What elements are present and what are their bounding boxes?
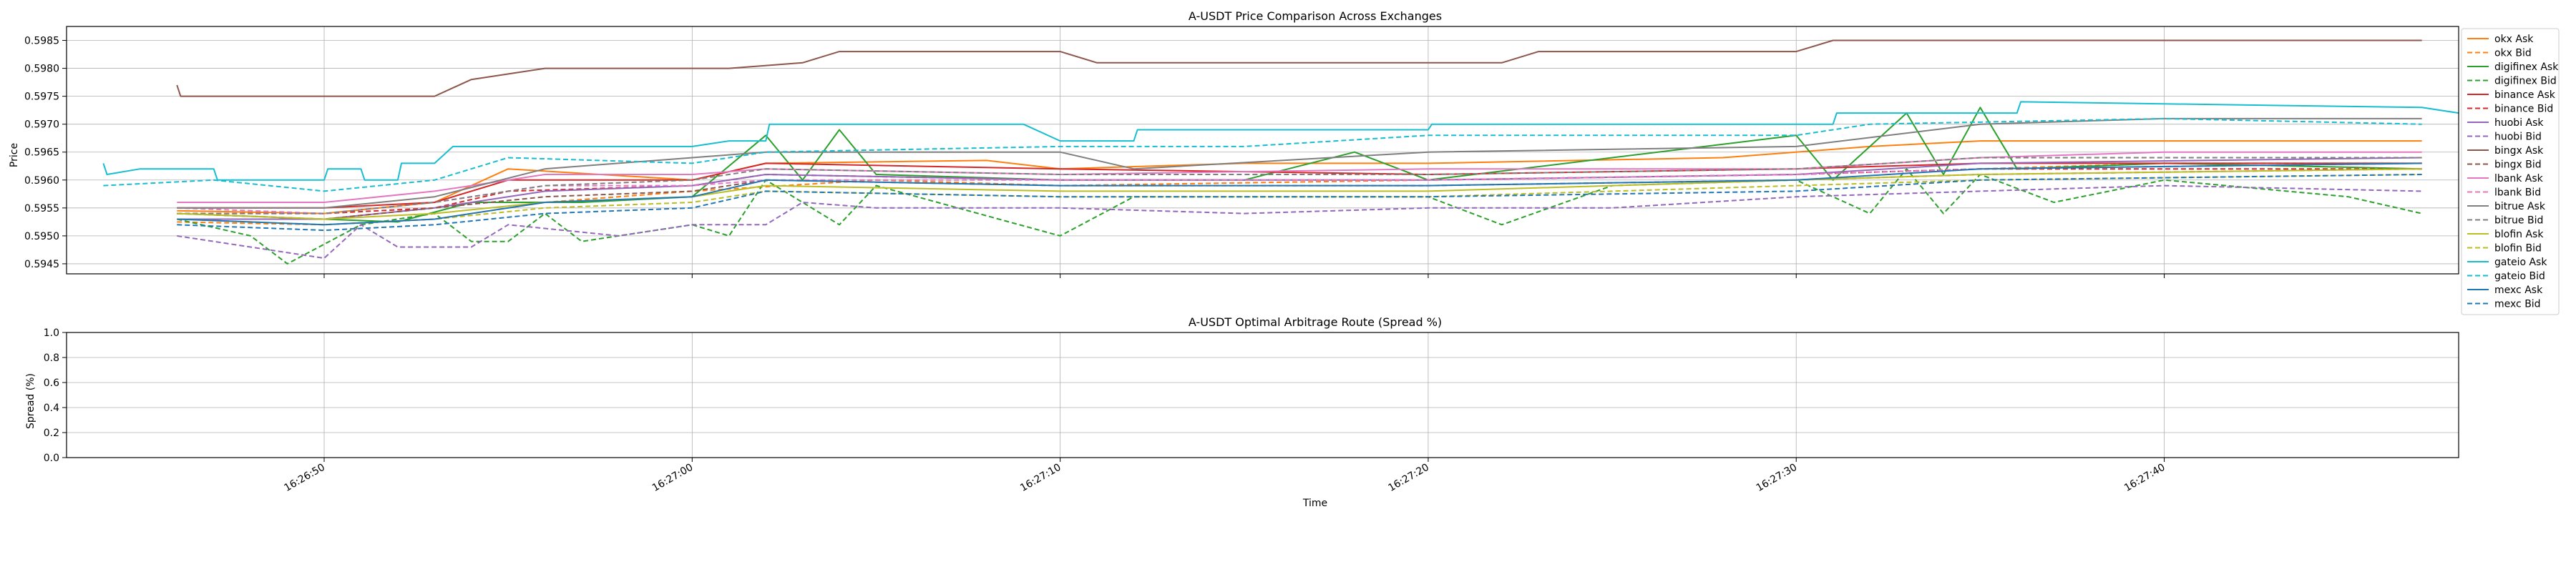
series-line-lbank-ask <box>177 151 2422 203</box>
legend-label-blofin-ask: blofin Ask <box>2494 229 2544 240</box>
price-chart-plot <box>102 39 2459 265</box>
price-y-tick-label: 0.5970 <box>24 119 59 131</box>
price-chart-ylabel: Price <box>9 143 20 167</box>
legend-label-gateio-ask: gateio Ask <box>2494 257 2547 268</box>
series-line-gateio-bid <box>103 117 2422 192</box>
series-line-blofin-ask <box>177 168 2422 220</box>
spread-y-tick-label: 0.6 <box>44 378 59 389</box>
legend-label-mexc-ask: mexc Ask <box>2494 285 2543 296</box>
legend-label-mexc-bid: mexc Bid <box>2494 299 2541 310</box>
series-line-mexc-bid <box>177 174 2422 232</box>
price-chart-title: A-USDT Price Comparison Across Exchanges <box>1189 9 1442 23</box>
legend-label-digifinex-bid: digifinex Bid <box>2494 76 2557 87</box>
spread-y-tick-label: 0.4 <box>44 403 59 414</box>
price-chart-y-ticks: 0.5945 0.5950 0.5955 0.5960 0.5965 0.5970 0.59… <box>24 36 67 270</box>
spread-y-tick-label: 1.0 <box>44 327 59 339</box>
legend-label-lbank-ask: lbank Ask <box>2494 173 2544 184</box>
spread-chart-xlabel: Time <box>1302 498 1327 509</box>
legend-box <box>2461 28 2560 315</box>
legend-label-okx-ask: okx Ask <box>2494 34 2534 45</box>
legend-label-binance-ask: binance Ask <box>2494 89 2556 101</box>
price-y-tick-label: 0.5975 <box>24 92 59 103</box>
legend-label-binance-bid: binance Bid <box>2494 104 2553 115</box>
price-y-tick-label: 0.5945 <box>24 259 59 270</box>
spread-y-tick-label: 0.2 <box>44 428 59 439</box>
legend-label-gateio-bid: gateio Bid <box>2494 271 2545 282</box>
price-y-tick-label: 0.5980 <box>24 64 59 75</box>
spread-chart-ylabel: Spread (%) <box>25 373 36 429</box>
price-y-tick-label: 0.5985 <box>24 36 59 47</box>
legend-label-lbank-bid: lbank Bid <box>2494 187 2541 199</box>
legend-label-digifinex-ask: digifinex Ask <box>2494 61 2559 73</box>
legend-label-bitrue-bid: bitrue Bid <box>2494 215 2543 227</box>
series-line-bitrue-bid <box>177 157 2422 214</box>
spread-chart-title: A-USDT Optimal Arbitrage Route (Spread %… <box>1189 315 1442 329</box>
spread-chart-y-ticks: 0.0 0.2 0.4 0.6 0.8 1.0 <box>44 327 67 464</box>
legend-label-okx-bid: okx Bid <box>2494 48 2532 59</box>
spread-y-tick-label: 0.8 <box>44 352 59 364</box>
legend: okx Ask okx Bid digifinex Ask digifinex Bid… <box>2461 28 2560 315</box>
series-line-bingx-ask <box>176 39 2422 97</box>
price-y-tick-label: 0.5965 <box>24 147 59 159</box>
series-line-bitrue-ask <box>177 117 2422 209</box>
legend-label-bingx-bid: bingx Bid <box>2494 159 2542 171</box>
legend-label-bitrue-ask: bitrue Ask <box>2494 201 2546 212</box>
legend-label-blofin-bid: blofin Bid <box>2494 243 2542 255</box>
price-chart-frame <box>66 26 2459 275</box>
legend-label-huobi-ask: huobi Ask <box>2494 117 2544 129</box>
price-chart-grid <box>67 26 2459 278</box>
legend-label-huobi-bid: huobi Bid <box>2494 132 2542 143</box>
price-y-tick-label: 0.5960 <box>24 175 59 187</box>
series-line-binance-ask <box>177 162 2422 209</box>
spread-chart-frame <box>66 332 2459 458</box>
series-line-gateio-ask <box>102 101 2459 181</box>
price-y-tick-label: 0.5950 <box>24 231 59 242</box>
price-chart: A-USDT Price Comparison Across Exchanges… <box>9 9 2560 315</box>
series-line-mexc-ask <box>177 162 2422 226</box>
price-y-tick-label: 0.5955 <box>24 203 59 214</box>
legend-label-bingx-ask: bingx Ask <box>2494 145 2544 157</box>
spread-y-tick-label: 0.0 <box>44 453 59 464</box>
series-line-digifinex-bid <box>177 168 2422 265</box>
